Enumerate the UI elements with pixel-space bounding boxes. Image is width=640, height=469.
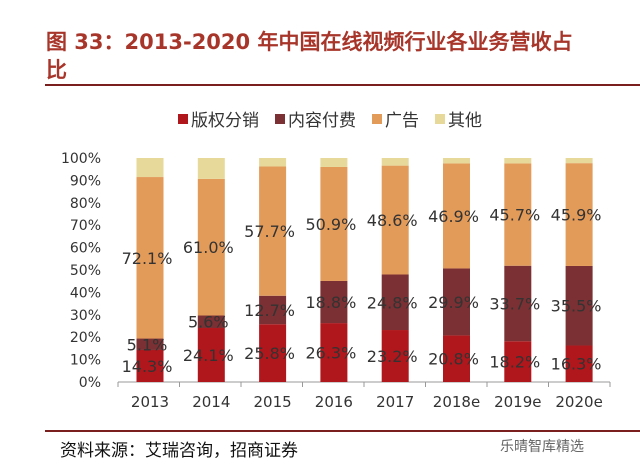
legend-swatch [372,113,382,124]
figure-title-line2: 比 [46,58,67,82]
x-tick-label: 2016 [315,393,353,411]
watermark: 乐晴智库精选 [500,439,584,455]
legend-item: 其他 [435,106,482,131]
data-label: 33.7% [489,294,540,313]
data-label: 45.7% [489,206,540,225]
x-tick-label: 2020e [555,393,602,411]
y-tick-label: 20% [70,330,101,346]
bar-segment [320,323,348,382]
bar-segment [504,341,532,382]
bar-segment [320,158,348,167]
y-tick-label: 70% [70,218,101,234]
bar-segment [381,158,409,166]
bar-segment [197,315,225,329]
data-label: 50.9% [305,215,356,234]
bar-segment [504,163,532,266]
legend-swatch [178,113,188,124]
bar-segment [197,158,225,179]
source-note: 资料来源：艾瑞咨询，招商证券 [60,441,298,461]
bar-segment [136,349,164,382]
data-label: 5.1% [127,335,168,354]
legend-label: 广告 [385,111,419,131]
y-tick-label: 0% [79,375,101,391]
figure-title-line1: 图 33：2013-2020 年中国在线视频行业各业务营收占 [46,30,573,54]
y-tick-label: 100% [61,151,101,167]
data-label: 12.7% [244,301,295,320]
data-label: 18.2% [489,353,540,372]
data-label: 29.9% [428,293,479,312]
bar-segment [197,178,225,316]
y-tick-label: 10% [70,353,101,369]
bar-segment [565,345,593,382]
data-label: 24.1% [183,346,234,365]
data-label: 25.8% [244,344,295,363]
data-label: 61.0% [183,238,234,257]
x-tick-label: 2015 [254,393,292,411]
bar-segment [443,335,470,382]
bar-segment [443,163,470,269]
title-divider [45,84,640,86]
data-label: 5.6% [188,313,229,332]
bar-segment [320,280,348,324]
data-label: 57.7% [244,222,295,241]
bar-segment [259,295,287,325]
bar-segment [565,265,593,346]
y-tick-label: 50% [70,263,101,279]
legend-label: 其他 [448,111,482,131]
bar-segment [565,163,593,266]
legend-swatch [435,113,445,124]
bar-segment [381,274,409,331]
y-tick-label: 40% [70,285,101,301]
legend-swatch [275,113,285,124]
footer-divider [45,430,640,432]
bar-segment [136,158,164,178]
legend-item: 广告 [372,106,419,131]
x-tick-label: 2017 [376,393,414,411]
bar-segment [381,165,409,275]
bar-segment [443,268,470,336]
y-tick-label: 60% [70,241,101,257]
bar-segment [565,158,593,164]
data-label: 45.9% [551,206,602,225]
data-label: 35.5% [551,297,602,316]
data-label: 46.9% [428,207,479,226]
x-tick-label: 2018e [433,393,480,411]
bar-segment [136,177,164,339]
bar-segment [443,158,470,164]
data-label: 16.3% [551,355,602,374]
bar-segment [259,166,287,296]
x-tick-label: 2019e [494,393,541,411]
bar-segment [259,324,287,382]
bar-segment [381,330,409,382]
bar-segment [504,265,532,342]
data-label: 18.8% [305,293,356,312]
legend: 版权分销 内容付费 广告 其他 [178,106,482,131]
bar-segment [136,338,164,350]
data-label: 14.3% [122,357,173,376]
data-label: 48.6% [367,211,418,230]
legend-label: 内容付费 [288,111,356,131]
y-tick-label: 80% [70,196,101,212]
bar-segment [504,158,532,164]
legend-label: 版权分销 [191,111,259,131]
bar-segment [320,166,348,281]
data-label: 26.3% [305,344,356,363]
data-label: 20.8% [428,350,479,369]
x-tick-label: 2014 [192,393,230,411]
legend-item: 版权分销 [178,106,259,131]
legend-item: 内容付费 [275,106,356,131]
data-label: 24.8% [367,293,418,312]
data-label: 72.1% [122,249,173,268]
bar-segment [197,328,225,382]
y-tick-label: 90% [70,173,101,189]
x-tick-label: 2013 [131,393,169,411]
data-label: 23.2% [367,347,418,366]
y-tick-label: 30% [70,308,101,324]
bar-segment [259,158,287,167]
